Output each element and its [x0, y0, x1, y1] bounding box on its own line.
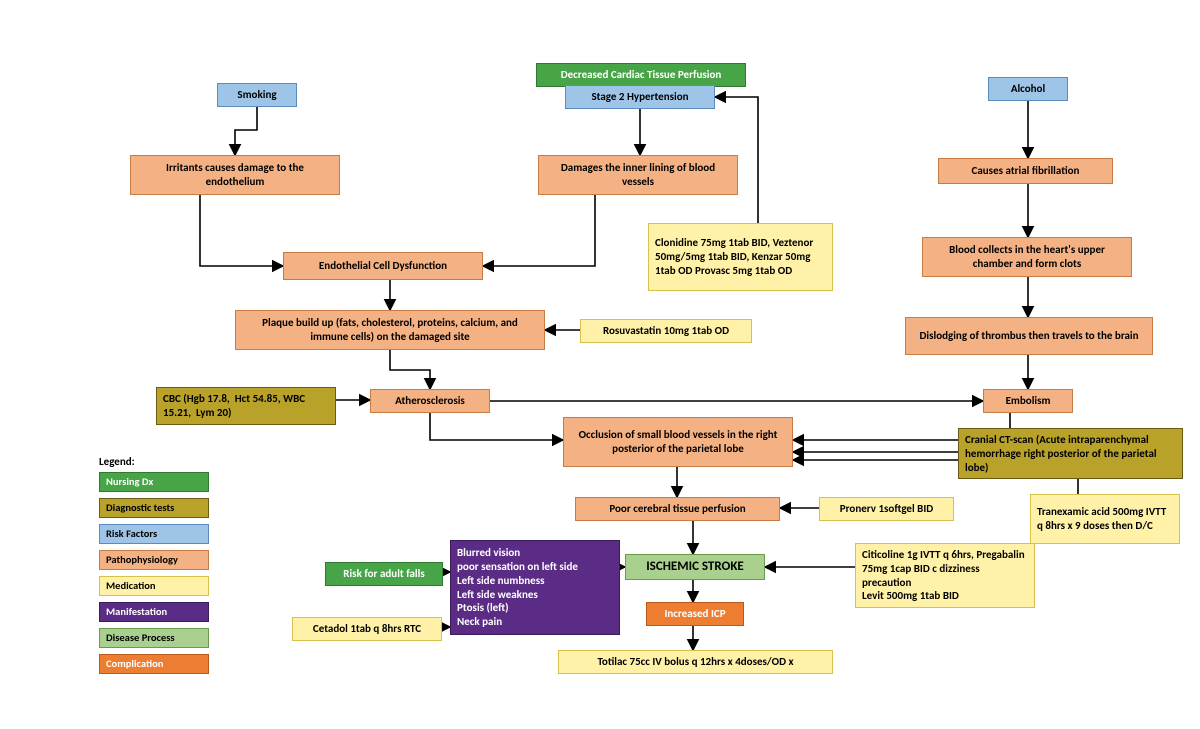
node-cetadol: Cetadol 1tab q 8hrs RTC — [292, 617, 442, 641]
node-citicoline: Citicoline 1g IVTT q 6hrs, Pregabalin 75… — [855, 543, 1035, 608]
node-bloodCollects: Blood collects in the heart's upper cham… — [922, 237, 1132, 277]
legend-nursingDx: Nursing Dx — [99, 472, 209, 492]
edge-irritants-endoDysf — [200, 195, 283, 266]
edge-damagesLining-endoDysf — [483, 195, 595, 266]
edge-smoking-irritants — [235, 107, 257, 155]
legend-patho: Pathophysiology — [99, 550, 209, 570]
node-stage2htn: Stage 2 Hypertension — [565, 85, 715, 109]
node-ctscan: Cranial CT-scan (Acute intraparenchymal … — [958, 428, 1183, 479]
legend-diagnostic: Diagnostic tests — [99, 498, 209, 518]
node-pronerv: Pronerv 1softgel BID — [819, 497, 954, 521]
node-tranexamic: Tranexamic acid 500mg IVTT q 8hrs x 9 do… — [1030, 494, 1180, 544]
legend-title: Legend: — [99, 455, 135, 468]
node-occlusion: Occlusion of small blood vessels in the … — [563, 417, 793, 467]
node-manifestations: Blurred vision poor sensation on left si… — [450, 540, 620, 635]
legend-risk: Risk Factors — [99, 524, 209, 544]
node-clonidine: Clonidine 75mg 1tab BID, Veztenor 50mg/5… — [648, 223, 833, 291]
node-totilac: Totilac 75cc IV bolus q 12hrs x 4doses/O… — [558, 650, 833, 674]
edge-athero-occlusion — [430, 413, 563, 440]
legend-med: Medication — [99, 576, 209, 596]
node-riskFalls: Risk for adult falls — [325, 562, 443, 586]
node-damagesLining: Damages the inner lining of blood vessel… — [538, 155, 738, 195]
node-atrialFib: Causes atrial fibrillation — [938, 158, 1113, 184]
node-increasedICP: Increased ICP — [646, 602, 744, 626]
legend-comp: Complication — [99, 654, 209, 674]
node-rosuvastatin: Rosuvastatin 10mg 1tab OD — [580, 319, 752, 343]
legend-disease: Disease Process — [99, 628, 209, 648]
legend-manif: Manifestation — [99, 602, 209, 622]
node-ischemic: ISCHEMIC STROKE — [625, 554, 765, 580]
node-alcohol: Alcohol — [988, 77, 1068, 101]
node-cbc: CBC (Hgb 17.8, Hct 54.85, WBC 15.21, Lym… — [156, 387, 336, 425]
node-dislodging: Dislodging of thrombus then travels to t… — [905, 317, 1153, 355]
node-plaque: Plaque build up (fats, cholesterol, prot… — [235, 310, 545, 350]
node-cardiacPerfusion: Decreased Cardiac Tissue Perfusion — [536, 63, 746, 87]
node-embolism: Embolism — [983, 389, 1073, 413]
node-irritants: Irritants causes damage to the endotheli… — [130, 155, 340, 195]
node-smoking: Smoking — [217, 83, 297, 107]
node-athero: Atherosclerosis — [370, 389, 490, 413]
node-poorPerfusion: Poor cerebral tissue perfusion — [575, 497, 780, 521]
edge-plaque-athero — [390, 350, 430, 389]
node-endoDysf: Endothelial Cell Dysfunction — [283, 252, 483, 280]
